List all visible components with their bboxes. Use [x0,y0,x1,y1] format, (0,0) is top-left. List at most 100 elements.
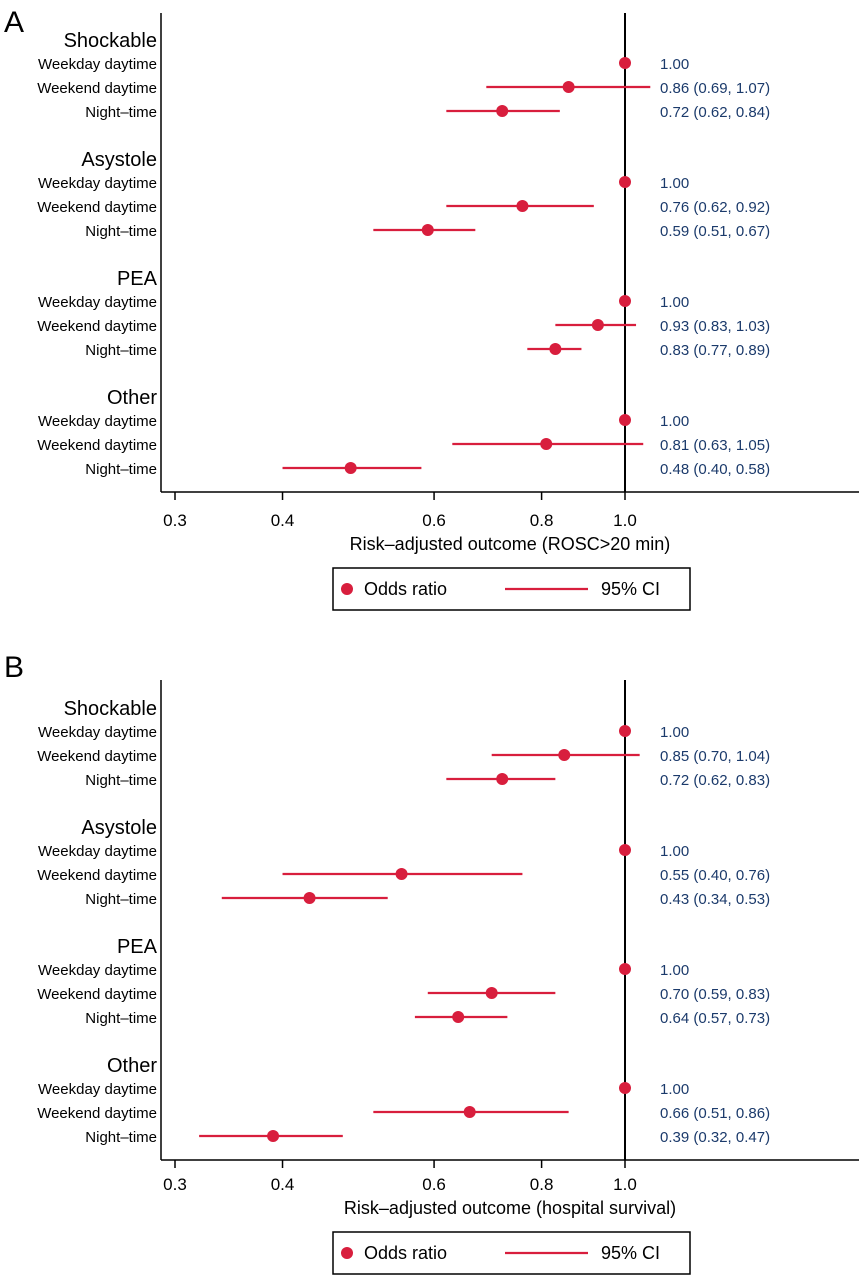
row-label: Night–time [85,1129,157,1146]
legend: Odds ratio 95% CI [332,567,691,611]
odds-ratio-point [619,1082,631,1094]
odds-ratio-point [516,200,529,212]
row-label: Weekend daytime [37,318,157,335]
odds-ratio-point [619,176,631,188]
x-tick-label: 0.4 [271,1175,295,1194]
estimate-label: 1.00 [660,175,689,192]
x-tick-label: 1.0 [613,1175,637,1194]
group-header: Other [107,387,157,409]
estimate-label: 0.70 (0.59, 0.83) [660,986,770,1003]
estimate-label: 1.00 [660,413,689,430]
estimate-label: 0.85 (0.70, 1.04) [660,748,770,765]
odds-ratio-point [496,773,509,785]
estimate-label: 0.64 (0.57, 0.73) [660,1010,770,1027]
row-label: Weekend daytime [37,986,157,1003]
odds-ratio-point [303,892,316,904]
group-header: Shockable [64,698,157,720]
legend-odds-ratio-marker [341,1247,353,1259]
row-label: Weekday daytime [38,413,157,430]
row-label: Weekday daytime [38,175,157,192]
panel-letter: B [4,651,24,684]
estimate-label: 0.43 (0.34, 0.53) [660,891,770,908]
row-label: Weekday daytime [38,294,157,311]
odds-ratio-point [395,868,408,880]
x-tick-label: 0.8 [530,511,554,530]
estimate-label: 0.72 (0.62, 0.83) [660,772,770,789]
estimate-label: 1.00 [660,56,689,73]
estimate-label: 1.00 [660,843,689,860]
row-label: Night–time [85,461,157,478]
legend-odds-ratio-label: Odds ratio [364,579,447,599]
estimate-label: 0.81 (0.63, 1.05) [660,437,770,454]
panel-letter: A [4,6,24,39]
row-label: Weekend daytime [37,748,157,765]
row-label: Weekday daytime [38,1081,157,1098]
legend-odds-ratio-label: Odds ratio [364,1243,447,1263]
odds-ratio-point [485,987,498,999]
group-header: Shockable [64,30,157,52]
row-label: Weekend daytime [37,1105,157,1122]
estimate-label: 0.93 (0.83, 1.03) [660,318,770,335]
estimate-label: 0.86 (0.69, 1.07) [660,80,770,97]
row-label: Night–time [85,223,157,240]
odds-ratio-point [496,105,509,117]
x-axis-title: Risk–adjusted outcome (hospital survival… [344,1198,676,1218]
row-label: Weekend daytime [37,199,157,216]
legend-ci-label: 95% CI [601,579,660,599]
x-tick-label: 1.0 [613,511,637,530]
row-label: Night–time [85,891,157,908]
x-tick-label: 0.6 [422,511,446,530]
odds-ratio-point [619,725,631,737]
estimate-label: 0.72 (0.62, 0.84) [660,104,770,121]
estimate-label: 1.00 [660,1081,689,1098]
odds-ratio-point [619,844,631,856]
estimate-label: 0.76 (0.62, 0.92) [660,199,770,216]
group-header: Other [107,1055,157,1077]
row-label: Night–time [85,1010,157,1027]
odds-ratio-point [267,1130,280,1142]
x-tick-label: 0.8 [530,1175,554,1194]
odds-ratio-point [463,1106,476,1118]
legend-odds-ratio-marker [341,583,353,595]
estimate-label: 0.59 (0.51, 0.67) [660,223,770,240]
row-label: Night–time [85,342,157,359]
odds-ratio-point [540,438,553,450]
odds-ratio-point [558,749,571,761]
odds-ratio-point [619,295,631,307]
x-tick-label: 0.4 [271,511,295,530]
odds-ratio-point [452,1011,465,1023]
odds-ratio-point [619,414,631,426]
panel-a: A 0.3 0.4 0.6 0.8 1.0 Risk–adjusted outcome (R… [4,6,859,611]
odds-ratio-point [619,57,631,69]
odds-ratio-point [619,963,631,975]
row-label: Weekend daytime [37,437,157,454]
group-header: PEA [117,936,158,958]
estimate-label: 0.48 (0.40, 0.58) [660,461,770,478]
row-label: Weekday daytime [38,56,157,73]
x-tick-label: 0.6 [422,1175,446,1194]
estimate-label: 1.00 [660,724,689,741]
odds-ratio-point [421,224,434,236]
estimate-label: 0.39 (0.32, 0.47) [660,1129,770,1146]
legend-ci-label: 95% CI [601,1243,660,1263]
group-header: Asystole [81,149,157,171]
odds-ratio-point [562,81,575,93]
odds-ratio-point [549,343,562,355]
estimate-label: 0.55 (0.40, 0.76) [660,867,770,884]
row-label: Night–time [85,772,157,789]
row-label: Weekend daytime [37,80,157,97]
estimate-label: 1.00 [660,294,689,311]
x-tick-label: 0.3 [163,1175,187,1194]
estimate-label: 0.66 (0.51, 0.86) [660,1105,770,1122]
row-label: Weekend daytime [37,867,157,884]
row-label: Weekday daytime [38,724,157,741]
row-label: Weekday daytime [38,962,157,979]
estimate-label: 0.83 (0.77, 0.89) [660,342,770,359]
x-axis-title: Risk–adjusted outcome (ROSC>20 min) [350,534,671,554]
legend: Odds ratio 95% CI [332,1231,691,1275]
x-tick-label: 0.3 [163,511,187,530]
panel-b: B 0.3 0.4 0.6 0.8 1.0 Risk–adjusted outcome (h… [4,651,859,1275]
odds-ratio-point [344,462,357,474]
group-header: Asystole [81,817,157,839]
